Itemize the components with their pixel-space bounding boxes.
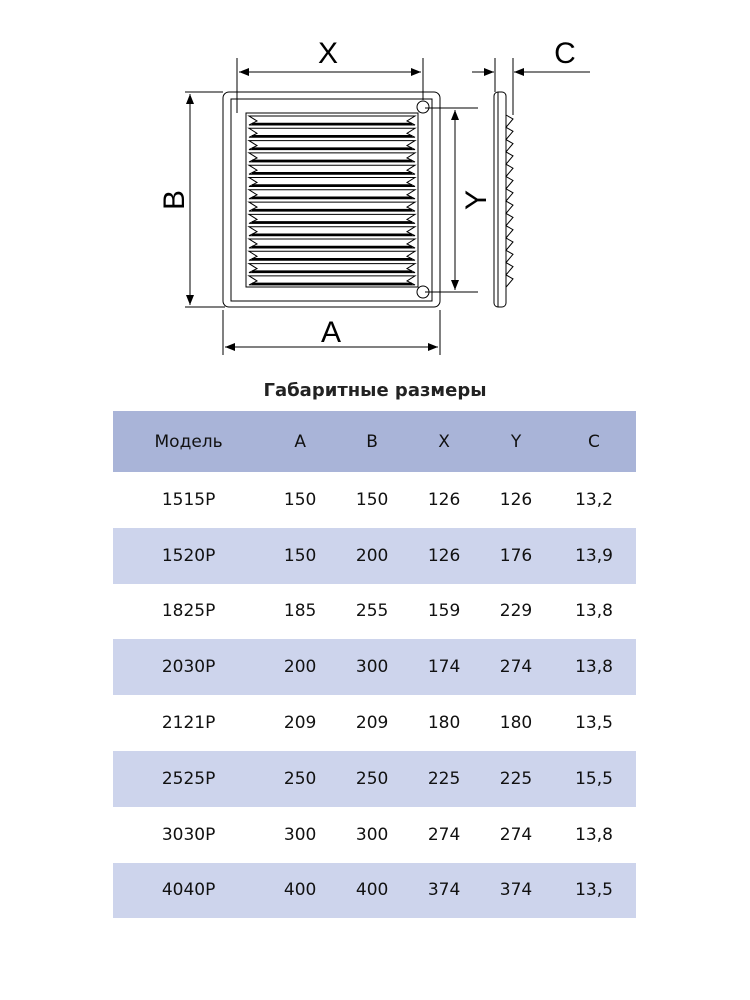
dimensions-table: Модель A B X Y C 1515P 150 150 126 126 13,2 15… xyxy=(113,411,636,919)
cell-value: 374 xyxy=(408,862,481,919)
header-x: X xyxy=(408,411,481,472)
table-header-row: Модель A B X Y C xyxy=(113,411,636,472)
cell-value: 300 xyxy=(355,824,389,845)
cell-model: 2525P xyxy=(113,750,265,807)
table-row: 4040P 400 400 374 374 13,5 xyxy=(113,862,636,919)
side-fins xyxy=(505,114,514,288)
cell-value: 185 xyxy=(283,601,317,622)
louver-slat xyxy=(247,238,417,249)
cell-value: 209 xyxy=(355,713,389,734)
cell-value: 126 xyxy=(408,527,481,584)
table-row: 1520P 150 200 126 176 13,9 xyxy=(113,527,636,584)
cell-value: 250 xyxy=(264,750,337,807)
cell-value: 150 xyxy=(264,527,337,584)
louver-slat xyxy=(247,213,417,224)
table-title: Габаритные размеры xyxy=(263,380,487,401)
cell-value: 174 xyxy=(408,639,481,696)
header-y: Y xyxy=(480,411,552,472)
cell-value: 209 xyxy=(283,713,317,734)
cell-value: 300 xyxy=(336,639,409,696)
cell-value: 126 xyxy=(499,489,533,510)
cell-model: 4040P xyxy=(113,862,265,919)
header-a: A xyxy=(264,411,337,472)
label-c: C xyxy=(554,37,576,70)
cell-value: 126 xyxy=(427,489,461,510)
label-x: X xyxy=(318,37,338,70)
table-row: 2030P 200 300 174 274 13,8 xyxy=(113,639,636,696)
header-model: Модель xyxy=(113,411,265,472)
cell-value: 274 xyxy=(499,824,533,845)
cell-value: 200 xyxy=(264,639,337,696)
cell-value: 250 xyxy=(336,750,409,807)
cell-value: 150 xyxy=(283,489,317,510)
louver-slat xyxy=(247,115,417,126)
cell-value: 225 xyxy=(480,750,552,807)
cell-value: 180 xyxy=(499,713,533,734)
cell-value: 400 xyxy=(336,862,409,919)
header-c: C xyxy=(551,411,636,472)
cell-value: 225 xyxy=(408,750,481,807)
cell-value: 13,2 xyxy=(575,489,613,510)
louver-slat xyxy=(247,177,417,187)
cell-value: 229 xyxy=(499,601,533,622)
louver-slat xyxy=(247,250,417,261)
cell-value: 13,8 xyxy=(575,824,613,845)
screw-hole-top xyxy=(416,100,430,114)
cell-value: 180 xyxy=(427,713,461,734)
dimension-lines xyxy=(185,58,590,355)
louver-slat xyxy=(247,164,417,175)
cell-value: 13,9 xyxy=(551,527,636,584)
front-view xyxy=(222,91,441,308)
cell-value: 274 xyxy=(427,824,461,845)
table-row: 2121P 209 209 180 180 13,5 xyxy=(113,695,636,751)
cell-value: 13,5 xyxy=(575,713,613,734)
louver-slat xyxy=(247,140,417,151)
cell-value: 159 xyxy=(427,601,461,622)
louver-slat xyxy=(247,275,417,286)
cell-value: 400 xyxy=(264,862,337,919)
cell-value: 200 xyxy=(336,527,409,584)
table-row: 1515P 150 150 126 126 13,2 xyxy=(113,472,636,528)
label-b: B xyxy=(158,190,191,210)
cell-value: 176 xyxy=(480,527,552,584)
cell-value: 15,5 xyxy=(551,750,636,807)
table-row: 1825P 185 255 159 229 13,8 xyxy=(113,584,636,640)
cell-value: 300 xyxy=(283,824,317,845)
louver-slat xyxy=(247,189,417,200)
louvers xyxy=(247,115,417,286)
louver-slat xyxy=(247,201,417,212)
table-row: 3030P 300 300 274 274 13,8 xyxy=(113,807,636,863)
cell-model: 1515P xyxy=(161,489,216,510)
cell-model: 2030P xyxy=(113,639,265,696)
cell-model: 1825P xyxy=(161,601,216,622)
cell-model: 2121P xyxy=(161,713,216,734)
cell-value: 374 xyxy=(480,862,552,919)
label-a: A xyxy=(321,316,341,349)
cell-model: 1520P xyxy=(113,527,265,584)
grille-dimension-drawing: X A B Y C xyxy=(158,37,590,355)
cell-value: 13,8 xyxy=(575,601,613,622)
louver-slat xyxy=(247,152,417,163)
table-row: 2525P 250 250 225 225 15,5 xyxy=(113,750,636,807)
cell-value: 274 xyxy=(480,639,552,696)
header-b: B xyxy=(336,411,409,472)
cell-value: 13,8 xyxy=(551,639,636,696)
louver-slat xyxy=(247,226,417,237)
cell-value: 255 xyxy=(355,601,389,622)
side-view xyxy=(493,91,514,308)
louver-slat xyxy=(247,127,417,138)
louver-slat xyxy=(247,263,417,274)
cell-value: 150 xyxy=(355,489,389,510)
cell-model: 3030P xyxy=(161,824,216,845)
cell-value: 13,5 xyxy=(551,862,636,919)
label-y: Y xyxy=(460,190,493,210)
